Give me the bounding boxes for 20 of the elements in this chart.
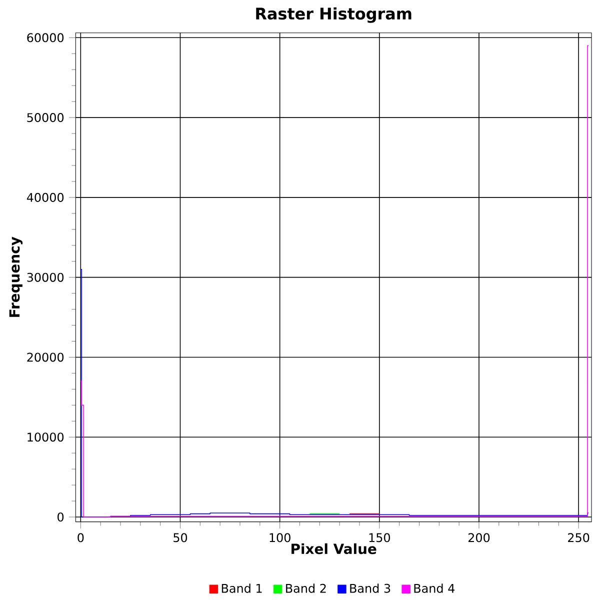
x-tick-label: 50 [173, 533, 187, 542]
legend-label: Band 1 [222, 584, 262, 593]
x-axis-title: Pixel Value [291, 543, 376, 554]
chart-title: Raster Histogram [256, 7, 411, 23]
x-tick-label: 100 [269, 533, 290, 542]
y-tick-label: 50000 [27, 113, 64, 122]
y-tick-label: 20000 [26, 352, 64, 362]
y-tick-label: 30000 [27, 272, 64, 282]
legend-label: Band 4 [414, 584, 454, 593]
y-tick-label: 60000 [26, 33, 64, 42]
x-tick-label: 0 [77, 533, 84, 542]
y-tick-label: 10000 [27, 432, 64, 442]
y-tick-label: 0 [57, 512, 64, 522]
y-axis-title: Frequency [9, 236, 22, 317]
x-tick-label: 150 [369, 533, 390, 542]
legend-label: Band 2 [286, 584, 326, 593]
y-tick-label: 40000 [26, 192, 64, 202]
legend-label: Band 3 [350, 584, 390, 593]
x-tick-label: 250 [568, 533, 589, 542]
x-tick-label: 200 [468, 533, 490, 542]
